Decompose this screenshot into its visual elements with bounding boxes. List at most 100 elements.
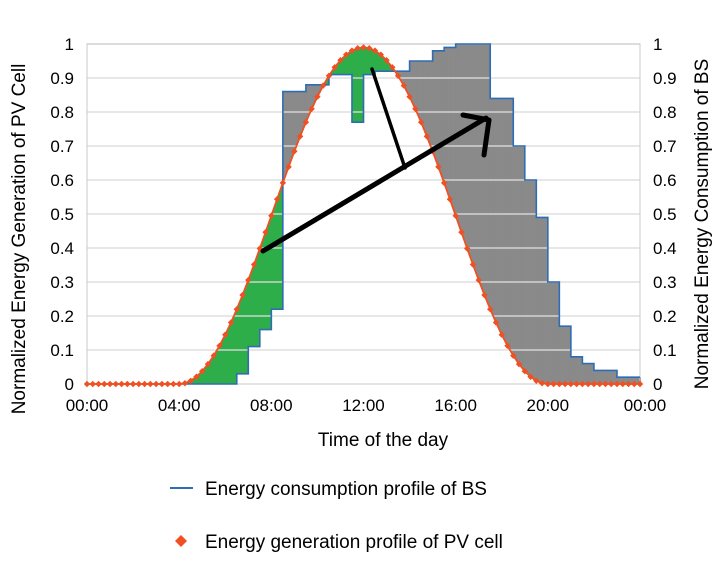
- generation-point: [101, 380, 108, 388]
- generation-point: [135, 380, 143, 388]
- generation-point: [170, 380, 177, 388]
- generation-point: [348, 47, 356, 54]
- generation-point: [337, 57, 344, 64]
- x-tick-label: 00:00: [624, 396, 667, 415]
- x-tick-label: 08:00: [250, 396, 293, 415]
- plot-border: [86, 43, 641, 385]
- generation-point: [147, 380, 154, 388]
- y-axis-label-left: Normalized Energy Generation of PV Cell: [9, 64, 30, 415]
- generation-point: [487, 306, 494, 313]
- generation-point: [446, 196, 454, 203]
- y-tick-right-label: 0.2: [653, 307, 677, 326]
- y-tick-right-label: 0.5: [653, 205, 677, 224]
- x-tick-label: 04:00: [158, 396, 201, 415]
- y-tick-left-label: 1: [65, 35, 74, 54]
- generation-point: [216, 342, 223, 349]
- generation-point: [556, 380, 563, 388]
- generation-point: [458, 228, 465, 236]
- generation-point: [561, 380, 569, 388]
- generation-point: [631, 380, 638, 388]
- generation-point: [118, 380, 125, 388]
- generation-point: [521, 367, 528, 375]
- generation-point: [619, 380, 626, 388]
- pointer-line: [370, 67, 407, 170]
- y-tick-left-label: 0.5: [50, 205, 74, 224]
- generation-point: [613, 380, 621, 388]
- generation-point: [469, 261, 477, 268]
- generation-point: [481, 291, 488, 299]
- y-tick-left-label: 0: [65, 375, 74, 394]
- y-tick-right-label: 0.7: [653, 137, 677, 156]
- generation-point: [308, 105, 315, 113]
- y-tick-left-label: 0.3: [50, 273, 74, 292]
- generation-point: [354, 45, 361, 52]
- generation-point: [89, 380, 96, 388]
- generation-point: [607, 380, 615, 388]
- arrow-head: [460, 112, 492, 158]
- generation-point: [440, 179, 448, 187]
- generation-point: [406, 93, 413, 100]
- generation-point: [504, 342, 511, 349]
- consumption-series-line: [87, 43, 640, 385]
- generation-point: [319, 82, 327, 89]
- generation-point: [129, 380, 137, 388]
- generation-point: [124, 380, 131, 388]
- generation-point: [141, 380, 148, 388]
- plot-frame: [86, 43, 641, 385]
- generation-point: [475, 276, 482, 284]
- generation-point: [596, 380, 603, 388]
- generation-point: [377, 51, 384, 58]
- y-tick-left-label: 0.6: [50, 171, 74, 190]
- x-tick-label: 12:00: [342, 396, 385, 415]
- generation-point: [250, 261, 258, 268]
- legend-consumption-label: Energy consumption profile of BS: [205, 479, 487, 500]
- generation-point: [602, 380, 609, 388]
- generation-point: [584, 380, 592, 388]
- generation-point: [158, 380, 166, 388]
- series-lines: [83, 43, 644, 388]
- generation-point: [435, 163, 442, 171]
- generation-point: [273, 196, 281, 203]
- generation-point: [550, 380, 557, 388]
- generation-point: [423, 133, 431, 140]
- generation-point: [210, 352, 217, 359]
- generation-point: [590, 380, 598, 388]
- generation-point: [412, 105, 419, 113]
- generation-point: [417, 118, 425, 126]
- generation-point: [193, 373, 200, 380]
- generation-point: [573, 380, 580, 388]
- y-tick-right-label: 0.8: [653, 103, 677, 122]
- generation-point: [394, 72, 402, 79]
- generation-point: [510, 352, 517, 359]
- generation-point: [452, 212, 459, 219]
- generation-point: [262, 228, 269, 236]
- y-tick-right-label: 0.6: [653, 171, 677, 190]
- x-tick-label: 00:00: [66, 396, 109, 415]
- y-axis-label-right: Normalized Energy Consumption of BS: [692, 59, 713, 390]
- generation-point: [181, 379, 189, 387]
- generation-point: [83, 380, 91, 388]
- legend-generation-label: Energy generation profile of PV cell: [205, 532, 503, 553]
- generation-point: [222, 331, 229, 338]
- generation-point: [302, 118, 310, 126]
- generation-point: [463, 245, 471, 252]
- annotation-arrows: [260, 67, 492, 254]
- generation-point: [245, 276, 252, 284]
- y-tick-right-label: 0.3: [653, 273, 677, 292]
- generation-point: [175, 380, 183, 388]
- y-tick-left-label: 0.7: [50, 137, 74, 156]
- generation-point: [239, 291, 246, 299]
- y-tick-left-label: 0.1: [50, 341, 74, 360]
- generation-point: [187, 377, 194, 384]
- generation-point: [527, 373, 534, 380]
- generation-point: [625, 380, 632, 388]
- generation-point: [343, 51, 350, 58]
- generation-point: [199, 367, 206, 375]
- legend: Energy consumption profile of BS Energy …: [170, 479, 503, 553]
- generation-point: [383, 57, 390, 64]
- generation-point: [285, 163, 292, 171]
- x-axis-label: Time of the day: [318, 430, 449, 451]
- y-ticks-right: 0 0.1 0.2 0.3 0.4 0.5 0.6 0.7 0.8 0.9 1: [653, 35, 677, 394]
- y-tick-right-label: 1: [653, 35, 662, 54]
